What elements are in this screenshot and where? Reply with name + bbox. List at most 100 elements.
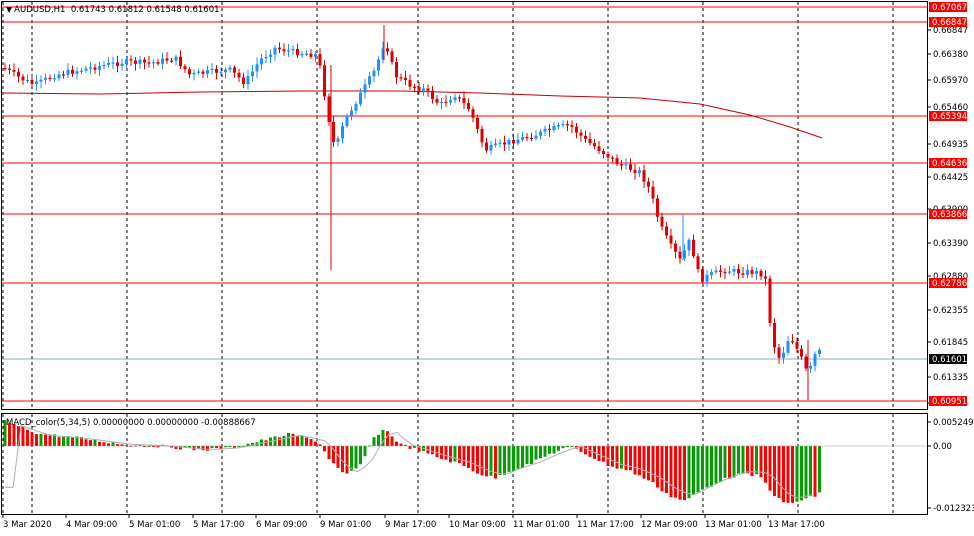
price-panel[interactable] [1,1,928,410]
candle-body [818,349,821,355]
macd-bar [386,431,389,446]
macd-bar [719,446,722,483]
macd-bar [210,446,214,448]
price-tick-label: 0.62355 [933,306,968,316]
macd-bar [741,446,745,474]
candle-body [89,67,92,69]
candle-body [395,62,398,78]
macd-bar [570,445,574,447]
candle-body [98,66,101,70]
macd-bar [615,446,619,469]
candle-body [390,51,394,63]
macd-bar [215,446,218,449]
candle-body [786,341,790,353]
candle-body [732,268,736,272]
candle-body [359,92,362,105]
candle-body [305,53,308,55]
macd-bar [102,442,106,446]
level-price-label: 0.65394 [932,112,967,122]
macd-bar [624,446,628,471]
macd-bar [17,426,20,446]
macd-bar [728,446,731,479]
candle-body [323,65,326,97]
macd-bar [782,446,785,503]
macd-bar [660,446,664,492]
candle-body [705,274,709,282]
candle-body [566,124,569,126]
macd-bar [188,446,191,448]
macd-bar [818,446,821,493]
candle-body [795,341,799,349]
horizontal-levels [2,6,927,402]
candle-body [170,60,173,62]
candle-body [485,142,488,151]
macd-bar [710,446,713,487]
macd-bar [498,446,502,475]
candle-body [350,110,353,116]
candle-body [507,140,511,145]
candle-body [728,271,731,273]
candle-body [39,79,43,82]
macd-bar [773,446,776,497]
macd-bar [714,446,718,484]
candle-body [93,67,97,70]
candle-body [737,268,740,274]
macd-bar [588,446,592,457]
candle-body [444,101,448,104]
time-label: 6 Mar 09:00 [256,520,307,530]
time-label: 3 Mar 2020 [3,520,51,530]
macd-bar [242,445,245,447]
candle-body [813,354,817,366]
macd-bar [129,445,133,447]
macd-bar [444,446,448,460]
macd-bar [80,437,83,446]
price-tick-label: 0.64425 [933,173,968,183]
macd-bar [35,434,38,446]
candle-body [773,322,776,348]
candle-body [602,151,605,154]
macd-bar [507,446,511,472]
candle-body [174,56,178,61]
macd-panel[interactable] [1,413,928,515]
candle-body [660,216,664,227]
macd-bar [8,423,11,446]
candle-body [318,54,322,66]
time-label: 4 Mar 09:00 [66,520,117,530]
macd-bar [516,446,520,469]
macd-bar [449,446,452,463]
candle-body [435,98,439,103]
macd-bar [120,444,124,446]
macd-bar [197,446,200,450]
candle-body [719,270,722,272]
candle-body [633,169,637,174]
macd-bar [435,446,439,458]
candle-body [584,135,587,139]
macd-bar [512,446,515,472]
macd-bar [417,446,421,452]
macd-bar [485,446,488,477]
level-price-label: 0.64636 [932,159,967,169]
candle-body [242,77,245,85]
macd-bar [638,446,641,476]
triangle-down-icon[interactable]: ▼ [6,5,13,14]
candle-body [692,239,695,257]
macd-bar [21,426,25,446]
candle-body [152,62,155,64]
price-axis: 0.66847 0.66380 0.65970 0.65460 0.64935 0.644… [927,2,968,409]
candle-body [233,67,236,73]
macd-bar [390,436,394,446]
macd-bar [89,440,92,446]
candle-body [723,271,727,274]
macd-bar [116,444,119,446]
candle-body [467,103,470,110]
candle-body [489,145,493,151]
macd-bar [170,446,173,448]
macd-bar [363,446,367,457]
candle-body [552,125,556,131]
macd-bar [44,434,47,446]
macd-bar [323,446,326,452]
candle-body [3,68,7,70]
candle-body [129,59,133,61]
price-tick-label: 0.61335 [933,373,968,383]
